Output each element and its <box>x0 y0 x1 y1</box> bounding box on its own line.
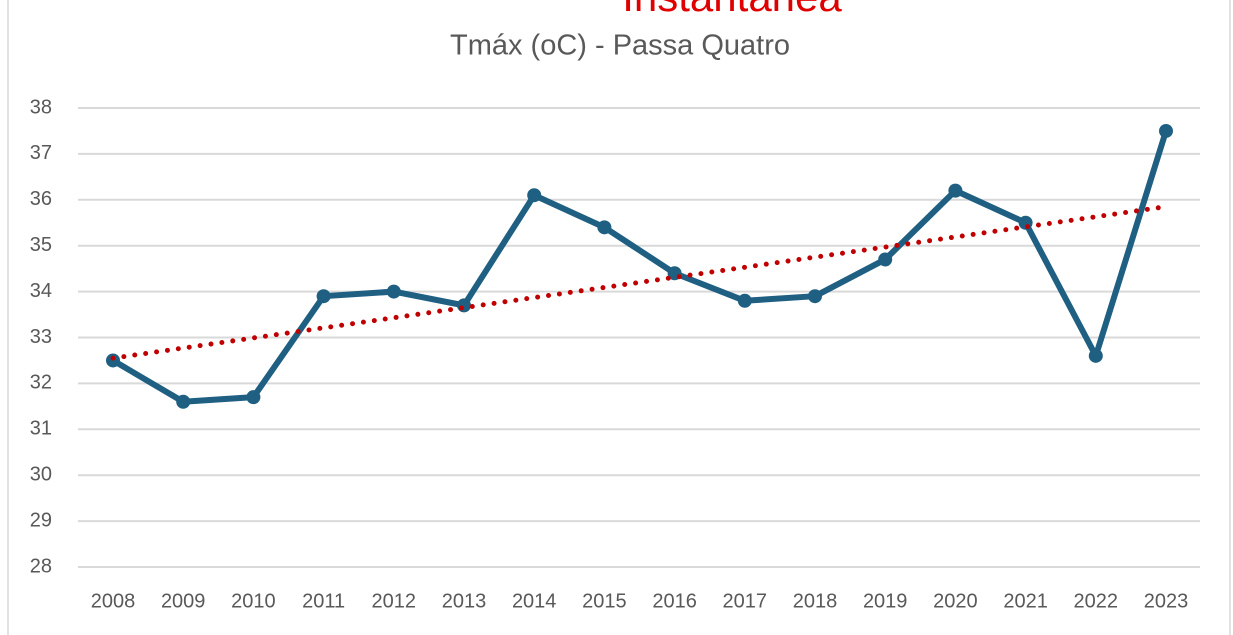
data-point <box>1088 348 1103 363</box>
chart-title: Tmáx (oC) - Passa Quatro <box>450 30 790 62</box>
x-tick-label: 2015 <box>582 590 627 612</box>
data-point <box>316 289 331 304</box>
x-tick-label: 2018 <box>793 590 838 612</box>
annotation: Instantânea <box>622 0 842 20</box>
chart-frame <box>7 0 1231 635</box>
y-tick-label: 29 <box>30 509 52 531</box>
y-tick-label: 33 <box>30 326 52 348</box>
x-tick-label: 2023 <box>1144 590 1189 612</box>
x-tick-label: 2009 <box>161 590 206 612</box>
data-point <box>597 220 612 235</box>
data-point <box>808 289 822 304</box>
data-point <box>737 293 752 308</box>
x-tick-label: 2021 <box>1003 590 1048 612</box>
data-point <box>176 394 191 409</box>
data-point <box>246 390 261 405</box>
y-tick-label: 28 <box>30 555 52 577</box>
x-tick-label: 2008 <box>91 590 136 612</box>
x-tick-label: 2022 <box>1074 590 1119 612</box>
data-point <box>457 298 471 313</box>
trendline <box>110 204 1169 361</box>
data-point <box>948 183 963 198</box>
y-tick-label: 36 <box>30 188 52 210</box>
x-tick-label: 2019 <box>863 590 908 612</box>
data-point <box>1159 123 1173 138</box>
y-tick-label: 35 <box>30 234 52 256</box>
x-tick-label: 2020 <box>933 590 978 612</box>
x-tick-label: 2014 <box>512 590 557 612</box>
data-point <box>527 188 542 203</box>
data-point <box>386 284 401 299</box>
y-tick-label: 31 <box>30 418 52 440</box>
data-point <box>878 252 893 267</box>
y-tick-label: 38 <box>30 96 52 118</box>
y-tick-label: 37 <box>30 142 52 164</box>
x-tick-label: 2012 <box>372 590 417 612</box>
y-tick-label: 34 <box>30 280 52 302</box>
x-tick-label: 2011 <box>302 590 345 612</box>
x-tick-label: 2016 <box>652 590 697 612</box>
data-line <box>111 130 1169 405</box>
x-tick-label: 2010 <box>231 590 276 612</box>
y-tick-label: 32 <box>30 372 52 394</box>
y-tick-label: 30 <box>30 463 52 485</box>
x-tick-label: 2017 <box>723 590 768 612</box>
x-tick-label: 2013 <box>442 590 487 612</box>
